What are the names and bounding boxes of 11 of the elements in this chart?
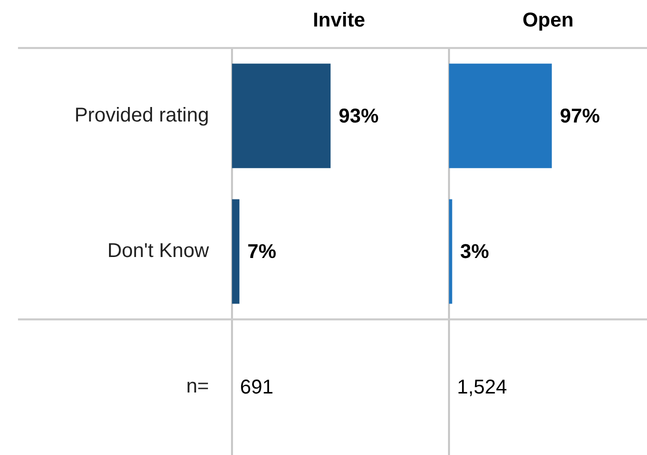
y-tick-label: Provided rating <box>74 104 209 126</box>
data-label: 3% <box>460 241 490 264</box>
text: 691 <box>240 376 274 399</box>
y-tick-label: Don't Know <box>107 240 210 262</box>
chart-title: Invite <box>312 10 366 32</box>
text: 1,524 <box>457 376 508 399</box>
y-tick-label: n= <box>186 376 209 398</box>
data-label: 7% <box>247 241 277 264</box>
data-label: 97% <box>560 105 600 128</box>
data-label: 93% <box>338 105 379 128</box>
chart-title: Open <box>522 10 574 32</box>
